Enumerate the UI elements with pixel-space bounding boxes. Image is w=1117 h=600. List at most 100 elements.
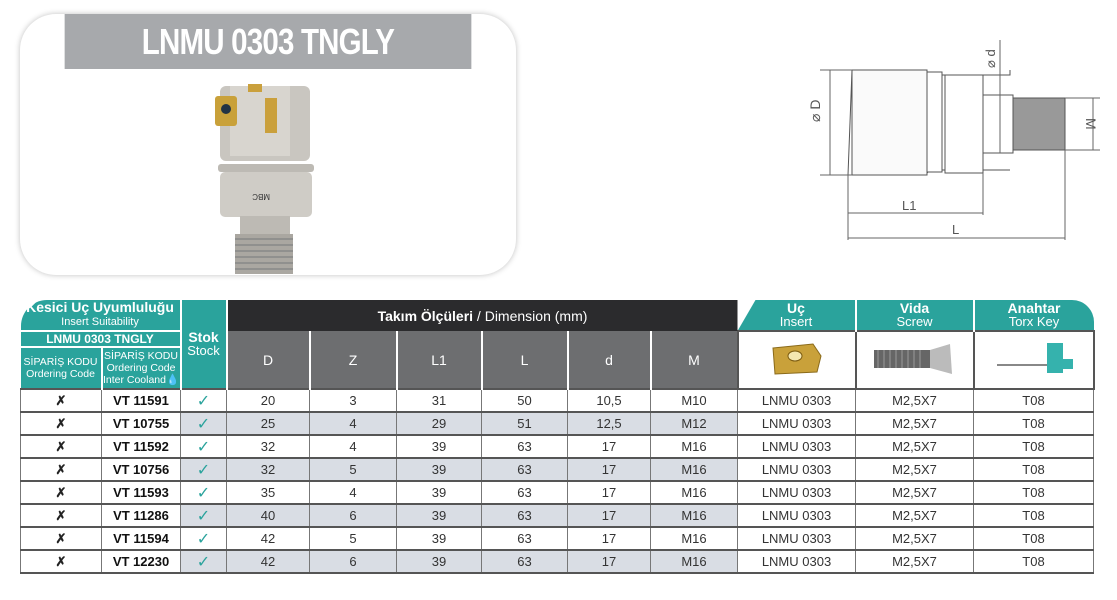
cell-Z: 5 xyxy=(309,526,397,551)
cell-Z: 6 xyxy=(309,503,397,528)
cell-std: ✗ xyxy=(20,549,102,574)
cell-insert: LNMU 0303 xyxy=(737,457,856,482)
cell-L1: 39 xyxy=(396,480,482,505)
stock-header: Stok Stock xyxy=(179,300,227,389)
cell-insert: LNMU 0303 xyxy=(737,480,856,505)
cell-L: 50 xyxy=(481,388,568,413)
cell-screw: M2,5X7 xyxy=(855,503,974,528)
col-d: d xyxy=(566,331,651,389)
insert-suitability-header: Kesici Uç Uyumluluğu Insert Suitability xyxy=(20,300,181,332)
cell-L1: 29 xyxy=(396,411,482,436)
cell-code: VT 11594 xyxy=(101,526,181,551)
cell-std: ✗ xyxy=(20,411,102,436)
table-row: ✗ VT 11593 ✓ 35 4 39 63 17 M16 LNMU 0303 M2,5X7 T08 xyxy=(20,480,1094,505)
cell-stock: ✓ xyxy=(180,526,227,551)
dim-label-M: M xyxy=(1083,118,1099,130)
insert-header: Uç Insert xyxy=(737,300,856,331)
cell-d: 17 xyxy=(567,503,651,528)
col-ordering-code-coolant: SİPARİŞ KODU Ordering Code Inter Cooland💧 xyxy=(101,347,181,389)
cell-Z: 4 xyxy=(309,480,397,505)
cell-insert: LNMU 0303 xyxy=(737,503,856,528)
cell-M: M10 xyxy=(650,388,738,413)
cell-d: 17 xyxy=(567,480,651,505)
cell-screw: M2,5X7 xyxy=(855,526,974,551)
cell-std: ✗ xyxy=(20,526,102,551)
dimension-header: Takım Ölçüleri / Dimension (mm) xyxy=(226,300,738,331)
cell-d: 17 xyxy=(567,457,651,482)
cell-insert: LNMU 0303 xyxy=(737,411,856,436)
cell-L: 63 xyxy=(481,480,568,505)
cell-L: 63 xyxy=(481,549,568,574)
cell-M: M16 xyxy=(650,457,738,482)
insert-name: LNMU 0303 TNGLY xyxy=(20,331,181,348)
cell-key: T08 xyxy=(973,434,1094,459)
table-row: ✗ VT 11286 ✓ 40 6 39 63 17 M16 LNMU 0303 M2,5X7 T08 xyxy=(20,503,1094,528)
cell-code: VT 11593 xyxy=(101,480,181,505)
cell-Z: 5 xyxy=(309,457,397,482)
cell-stock: ✓ xyxy=(180,457,227,482)
cell-insert: LNMU 0303 xyxy=(737,526,856,551)
cell-screw: M2,5X7 xyxy=(855,480,974,505)
table-row: ✗ VT 12230 ✓ 42 6 39 63 17 M16 LNMU 0303 M2,5X7 T08 xyxy=(20,549,1094,574)
cell-insert: LNMU 0303 xyxy=(737,549,856,574)
cell-d: 10,5 xyxy=(567,388,651,413)
technical-drawing: ⌀ D ⌀ d M L1 L xyxy=(807,40,1100,240)
cell-d: 17 xyxy=(567,526,651,551)
cell-M: M16 xyxy=(650,549,738,574)
dim-label-L: L xyxy=(952,222,959,237)
cell-key: T08 xyxy=(973,480,1094,505)
cell-stock: ✓ xyxy=(180,549,227,574)
dim-label-d: ⌀ d xyxy=(983,49,998,68)
cell-Z: 4 xyxy=(309,434,397,459)
col-Z: Z xyxy=(308,331,397,389)
cell-D: 32 xyxy=(226,457,310,482)
cell-Z: 3 xyxy=(309,388,397,413)
product-card: LNMU 0303 TNGLY MBC xyxy=(20,14,516,275)
cell-D: 40 xyxy=(226,503,310,528)
cell-M: M16 xyxy=(650,434,738,459)
cell-L: 63 xyxy=(481,503,568,528)
cell-M: M16 xyxy=(650,480,738,505)
cell-code: VT 10755 xyxy=(101,411,181,436)
dim-label-L1: L1 xyxy=(902,198,916,213)
cell-key: T08 xyxy=(973,526,1094,551)
cell-key: T08 xyxy=(973,549,1094,574)
cell-key: T08 xyxy=(973,503,1094,528)
cell-Z: 4 xyxy=(309,411,397,436)
cell-M: M12 xyxy=(650,411,738,436)
col-M: M xyxy=(649,331,738,389)
cell-L1: 39 xyxy=(396,549,482,574)
cell-code: VT 11592 xyxy=(101,434,181,459)
cell-L1: 39 xyxy=(396,457,482,482)
cell-Z: 6 xyxy=(309,549,397,574)
insert-image xyxy=(736,330,857,389)
table-row: ✗ VT 11592 ✓ 32 4 39 63 17 M16 LNMU 0303 M2,5X7 T08 xyxy=(20,434,1094,459)
cell-L: 63 xyxy=(481,457,568,482)
brand-mark: MBC xyxy=(252,192,270,201)
screw-header: Vida Screw xyxy=(854,300,974,331)
cell-insert: LNMU 0303 xyxy=(737,388,856,413)
product-table: Kesici Uç Uyumluluğu Insert Suitability S… xyxy=(20,300,1095,574)
cell-L: 63 xyxy=(481,526,568,551)
table-row: ✗ VT 10756 ✓ 32 5 39 63 17 M16 LNMU 0303 M2,5X7 T08 xyxy=(20,457,1094,482)
cell-std: ✗ xyxy=(20,503,102,528)
milling-cutter-image: MBC xyxy=(215,84,314,274)
cell-D: 20 xyxy=(226,388,310,413)
cell-screw: M2,5X7 xyxy=(855,388,974,413)
cell-screw: M2,5X7 xyxy=(855,434,974,459)
cell-screw: M2,5X7 xyxy=(855,457,974,482)
cell-stock: ✓ xyxy=(180,388,227,413)
cell-L: 51 xyxy=(481,411,568,436)
cell-std: ✗ xyxy=(20,457,102,482)
cell-d: 12,5 xyxy=(567,411,651,436)
screw-icon xyxy=(873,343,952,374)
cell-code: VT 10756 xyxy=(101,457,181,482)
cell-code: VT 11286 xyxy=(101,503,181,528)
cell-D: 42 xyxy=(226,526,310,551)
col-D: D xyxy=(225,331,310,389)
table-row: ✗ VT 11591 ✓ 20 3 31 50 10,5 M10 LNMU 0303 M2,5X7 T… xyxy=(20,388,1094,413)
cell-stock: ✓ xyxy=(180,434,227,459)
cell-stock: ✓ xyxy=(180,411,227,436)
cell-std: ✗ xyxy=(20,388,102,413)
cell-std: ✗ xyxy=(20,434,102,459)
